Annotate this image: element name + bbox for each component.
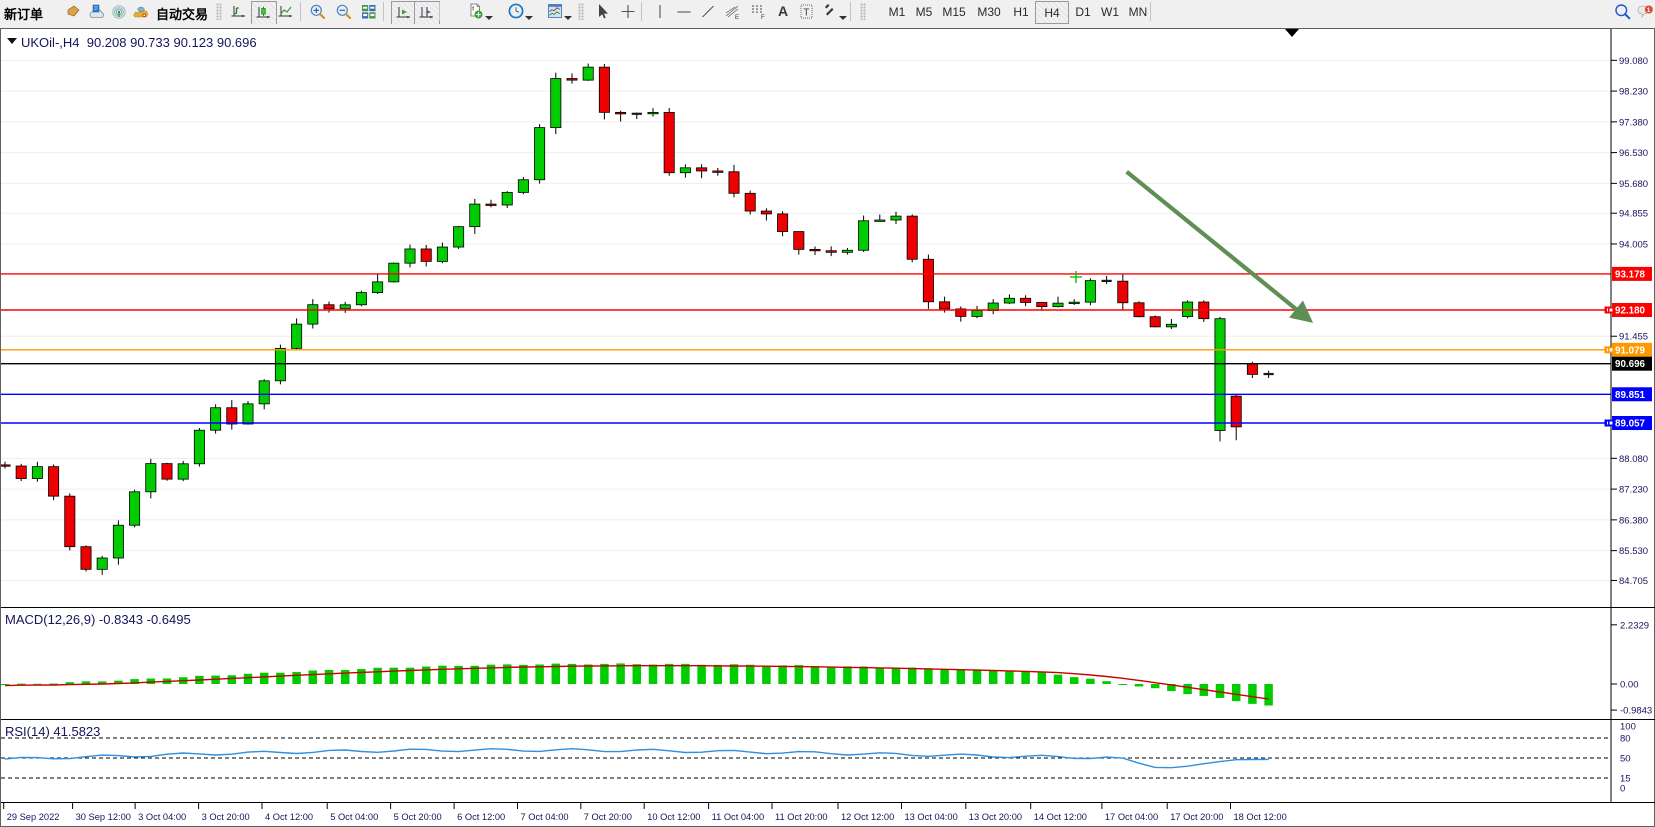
svg-text:80: 80 bbox=[1620, 734, 1631, 745]
svg-text:98.230: 98.230 bbox=[1619, 87, 1648, 98]
svg-text:11 Oct 04:00: 11 Oct 04:00 bbox=[712, 812, 765, 822]
svg-text:86.380: 86.380 bbox=[1619, 515, 1648, 526]
svg-text:29 Sep 2022: 29 Sep 2022 bbox=[7, 812, 60, 822]
svg-text:0: 0 bbox=[1620, 784, 1625, 795]
svg-text:85.530: 85.530 bbox=[1619, 546, 1648, 557]
svg-text:11 Oct 20:00: 11 Oct 20:00 bbox=[775, 812, 828, 822]
svg-text:F: F bbox=[761, 15, 765, 21]
svg-text:91.455: 91.455 bbox=[1619, 332, 1648, 343]
svg-text:89.851: 89.851 bbox=[1615, 390, 1646, 401]
svg-text:93.178: 93.178 bbox=[1615, 269, 1646, 280]
svg-text:7 Oct 04:00: 7 Oct 04:00 bbox=[521, 812, 569, 822]
svg-text:12 Oct 12:00: 12 Oct 12:00 bbox=[841, 812, 894, 822]
svg-text:97.380: 97.380 bbox=[1619, 117, 1648, 128]
svg-text:89.057: 89.057 bbox=[1615, 419, 1646, 430]
svg-text:94.005: 94.005 bbox=[1619, 239, 1648, 250]
svg-text:6 Oct 12:00: 6 Oct 12:00 bbox=[457, 812, 505, 822]
svg-text:T: T bbox=[803, 8, 809, 19]
svg-text:E: E bbox=[735, 15, 739, 21]
svg-text:30 Sep 12:00: 30 Sep 12:00 bbox=[76, 812, 131, 822]
svg-text:100: 100 bbox=[1620, 722, 1636, 733]
svg-text:18 Oct 12:00: 18 Oct 12:00 bbox=[1234, 812, 1287, 822]
svg-text:91.079: 91.079 bbox=[1615, 345, 1646, 356]
svg-text:5 Oct 04:00: 5 Oct 04:00 bbox=[330, 812, 378, 822]
svg-text:13 Oct 04:00: 13 Oct 04:00 bbox=[905, 812, 958, 822]
svg-text:50: 50 bbox=[1620, 754, 1631, 765]
svg-text:96.530: 96.530 bbox=[1619, 148, 1648, 159]
svg-text:88.080: 88.080 bbox=[1619, 454, 1648, 465]
svg-text:3 Oct 20:00: 3 Oct 20:00 bbox=[202, 812, 250, 822]
svg-text:13 Oct 20:00: 13 Oct 20:00 bbox=[969, 812, 1022, 822]
svg-text:7 Oct 20:00: 7 Oct 20:00 bbox=[584, 812, 632, 822]
svg-text:14 Oct 12:00: 14 Oct 12:00 bbox=[1034, 812, 1087, 822]
svg-text:1: 1 bbox=[1647, 7, 1651, 14]
svg-text:0.00: 0.00 bbox=[1620, 680, 1639, 691]
svg-text:-0.9843: -0.9843 bbox=[1620, 706, 1652, 717]
svg-text:84.705: 84.705 bbox=[1619, 576, 1648, 587]
svg-text:95.680: 95.680 bbox=[1619, 179, 1648, 190]
svg-text:10 Oct 12:00: 10 Oct 12:00 bbox=[647, 812, 700, 822]
svg-text:5 Oct 20:00: 5 Oct 20:00 bbox=[394, 812, 442, 822]
svg-text:87.230: 87.230 bbox=[1619, 485, 1648, 496]
svg-text:94.855: 94.855 bbox=[1619, 209, 1648, 220]
svg-text:17 Oct 04:00: 17 Oct 04:00 bbox=[1105, 812, 1158, 822]
svg-text:90.696: 90.696 bbox=[1615, 359, 1646, 370]
svg-text:4 Oct 12:00: 4 Oct 12:00 bbox=[265, 812, 313, 822]
svg-text:17 Oct 20:00: 17 Oct 20:00 bbox=[1170, 812, 1223, 822]
svg-text:99.080: 99.080 bbox=[1619, 56, 1648, 67]
svg-text:3 Oct 04:00: 3 Oct 04:00 bbox=[138, 812, 186, 822]
svg-text:92.180: 92.180 bbox=[1615, 306, 1646, 317]
svg-text:2.2329: 2.2329 bbox=[1620, 620, 1649, 631]
